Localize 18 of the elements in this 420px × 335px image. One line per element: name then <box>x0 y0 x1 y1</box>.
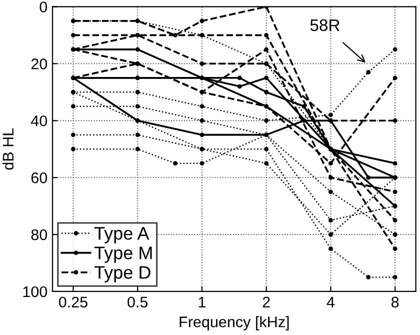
y-axis-title: dB HL <box>2 128 14 170</box>
x-tick-label: 0.25 <box>58 296 88 308</box>
x-tick-label: 4 <box>326 296 335 308</box>
legend-label: Type D <box>94 266 150 282</box>
legend-label: Type M <box>94 246 152 263</box>
x-tick-label: 0.5 <box>128 296 148 308</box>
y-tick-label: 100 <box>23 286 48 298</box>
y-tick-label: 80 <box>31 229 48 240</box>
x-axis-title: Frequency [kHz] <box>180 316 289 330</box>
y-tick-label: 40 <box>31 115 48 126</box>
y-tick-label: 20 <box>31 58 48 70</box>
x-tick-label: 2 <box>262 296 270 308</box>
annotation: 58R <box>310 19 340 32</box>
legend-label: Type A <box>94 227 150 244</box>
x-tick-label: 1 <box>198 296 206 308</box>
y-tick-label: 60 <box>31 172 48 184</box>
x-tick-label: 8 <box>391 296 399 308</box>
y-tick-label: 0 <box>40 2 48 12</box>
